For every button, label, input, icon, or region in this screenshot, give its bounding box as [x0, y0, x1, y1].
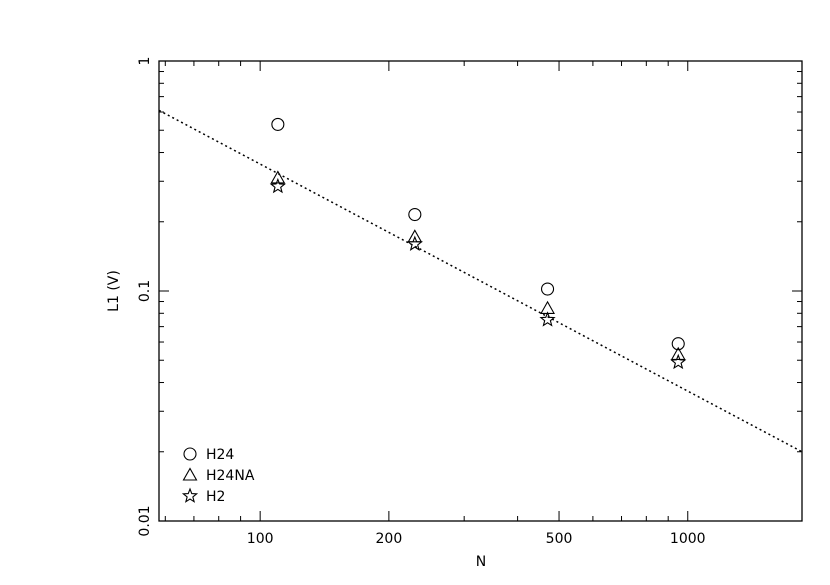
data-point-h2 [269, 177, 286, 194]
x-tick-label: 500 [546, 531, 573, 547]
legend-label-h24na: H24NA [206, 468, 255, 484]
legend-marker-h24 [183, 447, 197, 461]
fit-line [158, 109, 803, 453]
legend-label-h24: H24 [206, 447, 234, 463]
y-tick-label: 0.1 [137, 280, 153, 302]
legend: H24 H24NA H2 [181, 447, 255, 505]
data-point-h24 [540, 282, 555, 296]
legend-marker-h24na [182, 467, 198, 481]
y-axis-label: L1 (V) [106, 270, 122, 312]
data-point-h24na [407, 229, 423, 243]
x-tick-labels: 100 200 500 1000 [247, 531, 706, 547]
data-point-h24na [270, 170, 286, 184]
data-point-h24 [671, 337, 685, 351]
data-point-h2 [406, 235, 423, 251]
data-point-h2 [539, 311, 556, 327]
data-point-h2 [670, 353, 687, 370]
x-tick-label: 1000 [670, 531, 706, 547]
legend-marker-h2 [181, 487, 199, 503]
legend-label-h2: H2 [206, 489, 225, 505]
x-axis-label: N [476, 554, 486, 570]
data-points [269, 117, 687, 370]
x-tick-label: 100 [247, 531, 274, 547]
axis-ticks [159, 60, 802, 522]
data-point-h24na [670, 346, 686, 360]
data-point-h24 [408, 207, 422, 222]
x-tick-label: 200 [376, 531, 403, 547]
plot-frame [158, 60, 803, 522]
y-tick-label: 1 [137, 57, 153, 66]
y-tick-labels: 0.01 0.1 1 [137, 57, 153, 537]
y-tick-label: 0.01 [137, 505, 153, 536]
data-point-h24 [271, 117, 285, 131]
